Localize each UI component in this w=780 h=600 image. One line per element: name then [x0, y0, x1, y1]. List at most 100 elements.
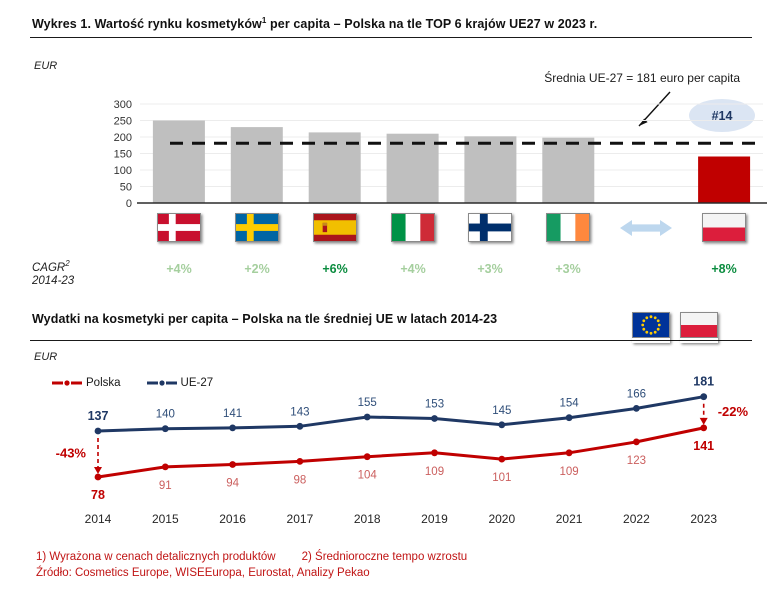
value-label-ue27-2016: 141: [223, 408, 242, 420]
value-label-ue27-2014: 137: [88, 409, 109, 423]
x-tick-label-2017: 2017: [287, 512, 314, 526]
line-chart-legend: Polska UE-27: [52, 377, 213, 389]
x-tick-label-2021: 2021: [556, 512, 583, 526]
data-point-ue-27-2017: [296, 422, 304, 430]
x-tick-label-2023: 2023: [690, 512, 717, 526]
cagr-axis-label: CAGR2 2014-23: [32, 257, 74, 288]
data-point-polska-2015: [161, 463, 169, 471]
cagr-footnote-ref: 2: [65, 259, 70, 268]
sweden-flag-icon: [235, 213, 279, 242]
value-label-polska-2020: 101: [492, 472, 511, 484]
legend-label: Polska: [86, 377, 121, 389]
gap-annotation-2023: -22%: [718, 404, 749, 419]
section2-title: Wydatki na kosmetyki per capita – Polska…: [32, 312, 498, 326]
value-label-polska-2019: 109: [425, 466, 444, 478]
denmark-flag-icon: [157, 213, 201, 242]
finland-flag-icon: [468, 213, 512, 242]
value-label-polska-2014: 78: [91, 488, 105, 502]
comparison-double-arrow-icon: [620, 220, 672, 236]
data-point-polska-2020: [498, 455, 506, 463]
x-tick-label-2015: 2015: [152, 512, 179, 526]
y-tick-label: 100: [114, 165, 132, 177]
y-tick-label: 50: [120, 182, 132, 194]
value-label-ue27-2021: 154: [560, 398, 580, 410]
data-point-ue-27-2014: [94, 427, 102, 435]
footnotes: 1) Wyrażona w cenach detalicznych produk…: [36, 549, 467, 581]
section2-header: Wydatki na kosmetyki per capita – Polska…: [30, 308, 752, 341]
value-label-ue27-2017: 143: [290, 406, 309, 418]
x-tick-label-2014: 2014: [85, 512, 112, 526]
italy-flag: [391, 213, 435, 242]
line-chart: 137 140 141 143 155 153 145 154 166 181 78 91 94 98 10…: [56, 375, 749, 526]
value-label-polska-2023: 141: [693, 439, 714, 453]
spain-flag: [313, 213, 357, 242]
gap-annotation-2014: -43%: [56, 446, 87, 461]
x-tick-label-2016: 2016: [219, 512, 246, 526]
cagr-value-ireland: +3%: [555, 262, 581, 276]
y-tick-label: 200: [114, 132, 132, 144]
value-label-polska-2017: 98: [294, 474, 307, 486]
poland-flag: [702, 213, 746, 242]
bar-poland: [698, 156, 751, 203]
value-label-ue27-2020: 145: [492, 405, 511, 417]
data-point-polska-2023: [700, 424, 708, 432]
data-point-ue-27-2016: [229, 424, 237, 432]
cagr-value-finland: +3%: [477, 262, 503, 276]
value-label-ue27-2018: 155: [358, 397, 377, 409]
value-label-polska-2015: 91: [159, 480, 172, 492]
series-line-polska: [97, 426, 705, 479]
legend-item-ue-27: UE-27: [146, 377, 213, 389]
denmark-flag: [157, 213, 201, 242]
data-point-polska-2021: [565, 449, 573, 457]
gap-arrow-head: [699, 417, 708, 425]
value-label-ue27-2019: 153: [425, 399, 444, 411]
value-label-ue27-2015: 140: [156, 409, 175, 421]
data-point-polska-2014: [94, 473, 102, 481]
data-point-ue-27-2023: [700, 393, 708, 401]
data-point-ue-27-2015: [161, 425, 169, 433]
eu-average-annotation: Średnia UE-27 = 181 euro per capita: [544, 71, 740, 85]
eu-flag-icon: [632, 312, 670, 343]
finland-flag: [468, 213, 512, 242]
bar-chart: 0 50 100 150 200 250 300: [114, 99, 767, 210]
data-point-ue-27-2021: [565, 414, 573, 422]
bar-ireland: [542, 137, 595, 203]
value-label-ue27-2022: 166: [627, 388, 646, 400]
data-point-polska-2019: [431, 449, 438, 457]
cagr-values-row: +4% +2% +6% +4% +3% +3% +8%: [30, 262, 770, 282]
ireland-flag: [546, 213, 590, 242]
footnote-1: 1) Wyrażona w cenach detalicznych produk…: [36, 551, 276, 563]
legend-marker-icon: [146, 380, 177, 386]
section1-title: Wykres 1. Wartość rynku kosmetyków1 per …: [30, 12, 752, 37]
italy-flag-icon: [391, 213, 435, 242]
value-label-ue27-2023: 181: [693, 375, 714, 389]
bar-chart-unit-label: EUR: [34, 60, 58, 72]
cagr-value-italy: +4%: [400, 262, 426, 276]
spain-flag-icon: [313, 213, 357, 242]
y-tick-label: 250: [114, 116, 132, 128]
bar-finland: [464, 136, 517, 203]
x-tick-label-2022: 2022: [623, 512, 650, 526]
section1-title-footnote-ref: 1: [261, 16, 267, 25]
cagr-value-sweden: +2%: [244, 262, 270, 276]
y-tick-label: 150: [114, 149, 132, 161]
value-label-polska-2021: 109: [560, 466, 579, 478]
x-tick-label-2020: 2020: [488, 512, 515, 526]
data-point-polska-2018: [363, 453, 371, 461]
value-label-polska-2016: 94: [226, 478, 239, 490]
x-tick-label-2019: 2019: [421, 512, 448, 526]
data-point-polska-2017: [296, 458, 304, 465]
sweden-flag: [235, 213, 279, 242]
source-line: Źródło: Cosmetics Europe, WISEEuropa, Eu…: [36, 567, 370, 579]
value-label-polska-2018: 104: [358, 470, 378, 482]
data-point-ue-27-2019: [431, 415, 438, 422]
value-label-polska-2022: 123: [627, 455, 646, 467]
legend-marker-icon: [52, 380, 82, 386]
data-point-ue-27-2018: [363, 413, 371, 421]
cagr-period-text: 2014-23: [32, 274, 75, 287]
data-point-ue-27-2020: [498, 421, 506, 429]
bar-italy: [386, 133, 439, 203]
country-flags-row: [30, 213, 770, 249]
line-chart-unit-label: EUR: [34, 351, 58, 363]
